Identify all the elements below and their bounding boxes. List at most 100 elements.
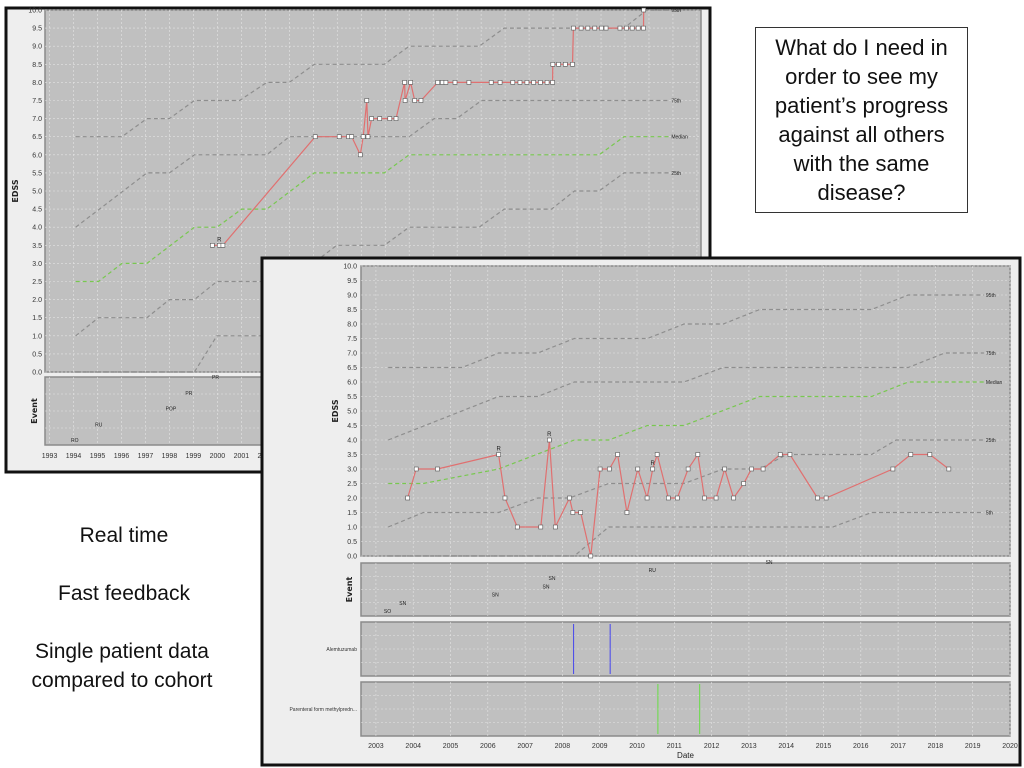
question-box: What do I need in order to see my patien… [755, 27, 968, 213]
y-tick-label: 6.0 [32, 152, 42, 159]
patient-data-point [815, 495, 820, 501]
patient-data-point [567, 495, 572, 501]
bullet-single-patient: Single patient data compared to cohort [31, 640, 213, 692]
y-tick-label: 9.0 [347, 293, 357, 300]
y-tick-label: 7.5 [347, 336, 357, 343]
x-tick-label: 1995 [90, 453, 106, 460]
x-tick-label: 1996 [114, 453, 130, 460]
patient-data-point [517, 80, 523, 85]
x-tick-label: 2018 [928, 743, 944, 750]
patient-data-point [452, 80, 458, 85]
y-tick-label: 7.5 [32, 98, 42, 105]
patient-data-point [644, 495, 650, 501]
patient-data-point [597, 466, 603, 472]
y-tick-label: 3.0 [32, 261, 42, 268]
patient-data-point [488, 80, 494, 85]
y-tick-label: 8.5 [32, 62, 42, 69]
patient-data-point [624, 25, 629, 31]
percentile-label: 75th [671, 99, 681, 105]
percentile-label: 75th [986, 351, 996, 357]
relapse-marker: R [651, 461, 656, 467]
percentile-line-75th [75, 99, 670, 228]
patient-data-point [210, 243, 215, 248]
bullet-fast-feedback: Fast feedback [58, 582, 190, 605]
patient-data-point [635, 25, 641, 31]
patient-data-point [585, 25, 591, 31]
relapse-marker: R [547, 432, 552, 438]
percentile-label: Median [671, 135, 688, 141]
patient-data-point [405, 495, 410, 501]
y-tick-label: 2.0 [347, 496, 357, 503]
y-tick-label: 6.5 [32, 134, 42, 141]
percentile-label: 95th [671, 8, 681, 14]
patient-data-point [624, 510, 630, 515]
patient-data-point [571, 25, 576, 31]
patient-data-point [592, 25, 598, 31]
y-tick-label: 3.5 [32, 243, 42, 250]
patient-data-point [617, 25, 623, 31]
event-label: RU [649, 568, 657, 574]
patient-data-point [685, 466, 691, 472]
patient-data-point [570, 510, 576, 515]
x-tick-label: 2010 [629, 743, 645, 750]
patient-data-point [377, 116, 383, 121]
x-tick-label: 2000 [210, 453, 226, 460]
patient-data-point [393, 116, 399, 121]
event-axis-label: Event [345, 577, 354, 603]
event-label: SN [766, 560, 773, 566]
y-tick-label: 9.0 [32, 44, 42, 51]
y-tick-label: 3.0 [347, 467, 357, 474]
patient-data-point [722, 466, 727, 472]
patient-data-point [787, 452, 793, 457]
patient-data-point [741, 481, 746, 486]
patient-data-point [365, 134, 371, 139]
x-tick-label: 2008 [555, 743, 571, 750]
y-tick-label: 4.0 [32, 225, 42, 232]
patient-data-point [823, 495, 829, 501]
patient-data-point [510, 80, 516, 85]
patient-data-point [946, 466, 952, 472]
y-tick-label: 0.0 [32, 370, 42, 377]
event-label: RO [71, 438, 79, 444]
percentile-line-25th [75, 172, 670, 337]
event-label: SN [543, 584, 550, 590]
event-label: SN [399, 601, 406, 607]
x-tick-label: 2014 [778, 743, 794, 750]
y-tick-label: 9.5 [347, 278, 357, 285]
y-tick-label: 5.5 [32, 170, 42, 177]
y-tick-label: 7.0 [32, 116, 42, 123]
y-tick-label: 5.0 [32, 189, 42, 196]
patient-data-point [556, 61, 561, 67]
y-tick-label: 1.0 [347, 525, 357, 532]
x-tick-label: 2005 [443, 743, 459, 750]
patient-data-point [220, 243, 226, 248]
x-tick-label: 2015 [816, 743, 832, 750]
patient-data-point [641, 25, 646, 31]
percentile-line-95th [75, 9, 670, 138]
x-axis-label: Date [677, 751, 694, 760]
y-tick-label: 4.5 [32, 207, 42, 214]
y-tick-label: 6.5 [347, 365, 357, 372]
patient-data-point [369, 116, 374, 121]
x-tick-label: 1993 [42, 453, 58, 460]
x-tick-label: 2007 [517, 743, 533, 750]
x-tick-label: 2019 [965, 743, 981, 750]
patient-data-point [731, 495, 736, 501]
bullet-real-time: Real time [79, 524, 169, 547]
patient-data-point [890, 466, 896, 472]
patient-data-point [413, 466, 419, 472]
y-tick-label: 1.5 [32, 315, 42, 322]
x-tick-label: 1998 [162, 453, 178, 460]
patient-data-point [312, 134, 318, 139]
percentile-line-median [388, 381, 984, 485]
y-tick-label: 3.5 [347, 452, 357, 459]
patient-data-point [443, 80, 449, 85]
patient-data-point [514, 524, 520, 530]
patient-data-point [760, 466, 766, 472]
y-tick-label: 5.0 [347, 409, 357, 416]
patient-data-point [538, 80, 543, 85]
patient-data-point [502, 495, 508, 501]
patient-data-point [544, 80, 550, 85]
patient-data-point [578, 510, 583, 515]
